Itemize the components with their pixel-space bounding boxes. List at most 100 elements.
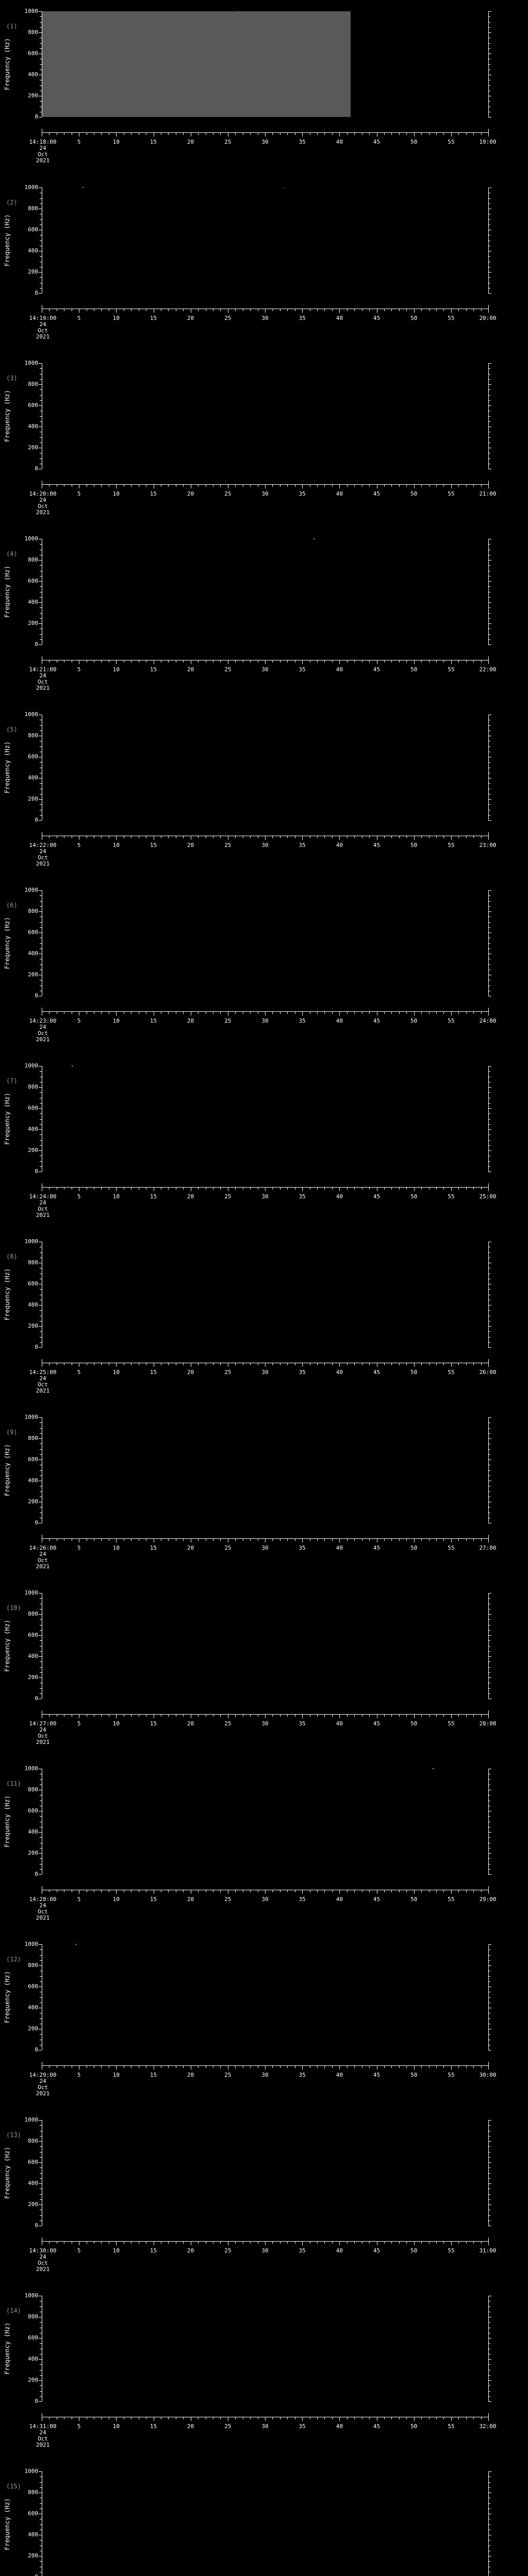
y-tick-minor xyxy=(40,613,42,614)
x-tick-label: 5 xyxy=(77,139,81,145)
x-tick-minor xyxy=(384,660,385,663)
plot-area[interactable] xyxy=(42,11,488,117)
y-tick-label: 600 xyxy=(28,2159,38,2165)
date-line: 24 xyxy=(39,321,46,328)
x-tick-minor xyxy=(198,132,199,135)
x-tick-minor xyxy=(49,1011,50,1014)
y-tick-major xyxy=(39,581,42,582)
y-tick-minor-right xyxy=(488,1422,490,1423)
y-tick-minor-right xyxy=(488,2524,490,2525)
plot-area[interactable] xyxy=(42,1242,488,1347)
x-tick-label: 15 xyxy=(150,1369,157,1376)
y-tick-minor xyxy=(40,2343,42,2344)
x-tick-minor xyxy=(421,1538,422,1541)
y-tick-minor xyxy=(40,27,42,28)
date-line: 2021 xyxy=(36,685,50,691)
x-axis-date-stack: 24 Oct 2021 xyxy=(36,145,50,164)
x-tick-major xyxy=(265,1363,266,1367)
y-tick-minor xyxy=(40,437,42,438)
plot-area[interactable] xyxy=(42,363,488,469)
x-tick-label: 35 xyxy=(299,666,306,673)
plot-area[interactable] xyxy=(42,715,488,820)
x-tick-major xyxy=(339,1714,340,1718)
y-tick-major-right xyxy=(488,911,491,912)
y-tick-minor xyxy=(40,198,42,199)
x-tick-minor xyxy=(428,309,430,311)
x-tick-minor xyxy=(49,1187,50,1190)
plot-area[interactable] xyxy=(42,2120,488,2226)
date-line: 24 xyxy=(39,1199,46,1206)
x-axis-endcap xyxy=(488,832,489,836)
x-axis-start-time: 14:26:00 xyxy=(29,1545,57,1551)
y-tick-label: 200 xyxy=(28,2025,38,2032)
y-tick-minor-right xyxy=(488,2215,490,2216)
date-line: 24 xyxy=(39,1024,46,1030)
x-tick-minor xyxy=(354,1538,355,1541)
x-tick-minor xyxy=(421,484,422,487)
x-tick-minor xyxy=(481,1363,482,1365)
spectrogram-panel: 1000 800 600 400 200 0 Frequency (Hz) (2) 5 10 15 2… xyxy=(0,176,528,352)
plot-area[interactable] xyxy=(42,538,488,645)
plot-area[interactable] xyxy=(42,890,488,996)
x-tick-minor xyxy=(287,2065,288,2068)
x-tick-minor xyxy=(346,1714,348,1717)
y-tick-label: 200 xyxy=(28,92,38,99)
y-tick-minor-right xyxy=(488,2151,490,2153)
x-tick-minor xyxy=(183,836,184,838)
x-tick-minor xyxy=(369,660,370,663)
x-tick-minor xyxy=(198,1714,199,1717)
x-tick-major xyxy=(339,309,340,313)
plot-area[interactable] xyxy=(42,1417,488,1523)
y-tick-major xyxy=(39,1150,42,1151)
x-tick-minor xyxy=(384,2241,385,2244)
x-axis-end-time: 32:00 xyxy=(479,2423,497,2430)
x-tick-minor xyxy=(391,836,392,838)
y-tick-minor xyxy=(40,389,42,391)
x-tick-minor xyxy=(168,132,169,135)
x-tick-major xyxy=(116,2065,117,2070)
y-tick-minor-right xyxy=(488,1693,490,1694)
plot-area[interactable] xyxy=(42,1593,488,1699)
x-tick-minor xyxy=(272,132,273,135)
x-tick-label: 40 xyxy=(336,1545,343,1551)
x-tick-label: 45 xyxy=(373,2247,381,2254)
x-tick-minor xyxy=(354,1187,355,1190)
x-tick-minor xyxy=(317,1011,318,1014)
x-tick-label: 5 xyxy=(77,315,81,321)
x-tick-minor xyxy=(458,1714,459,1717)
x-tick-minor xyxy=(384,484,385,487)
x-tick-minor xyxy=(235,1890,236,1892)
x-tick-minor xyxy=(183,1363,184,1365)
y-tick-minor xyxy=(40,1310,42,1311)
x-tick-major xyxy=(414,1714,415,1718)
x-tick-minor xyxy=(49,1538,50,1541)
y-tick-major-right xyxy=(488,272,491,273)
plot-area[interactable] xyxy=(42,2471,488,2576)
y-tick-minor xyxy=(40,1863,42,1865)
x-tick-minor xyxy=(406,1890,407,1892)
x-tick-minor xyxy=(168,2417,169,2419)
x-axis-start-time: 14:20:00 xyxy=(29,490,57,497)
x-axis-endcap xyxy=(488,656,489,660)
date-line: Oct xyxy=(38,327,48,334)
x-tick-minor xyxy=(183,1187,184,1190)
x-tick-major xyxy=(414,1187,415,1191)
data-speck xyxy=(82,187,84,188)
x-tick-label: 45 xyxy=(373,2423,381,2430)
plot-area[interactable] xyxy=(42,1768,488,1874)
plot-area[interactable] xyxy=(42,1065,488,1172)
y-tick-minor-right xyxy=(488,2199,490,2200)
plot-area[interactable] xyxy=(42,1944,488,2050)
x-tick-minor xyxy=(436,1363,437,1365)
x-tick-minor xyxy=(272,2417,273,2419)
plot-area[interactable] xyxy=(42,2296,488,2401)
y-tick-label: 0 xyxy=(13,2574,38,2576)
x-tick-minor xyxy=(369,1363,370,1365)
x-tick-major xyxy=(451,660,452,664)
x-tick-minor xyxy=(101,2417,102,2419)
x-tick-minor xyxy=(324,132,325,135)
plot-area[interactable] xyxy=(42,187,488,293)
y-tick-minor xyxy=(40,906,42,907)
y-tick-minor xyxy=(40,1071,42,1072)
y-tick-label: 200 xyxy=(28,2377,38,2383)
